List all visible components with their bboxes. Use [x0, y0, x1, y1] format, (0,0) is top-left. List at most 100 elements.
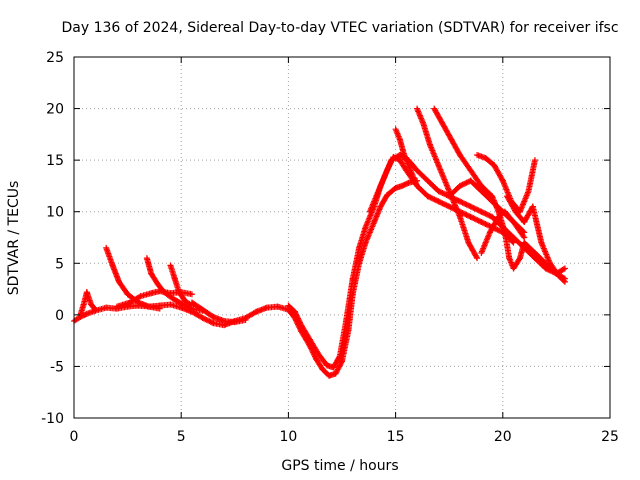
data-point: [438, 199, 445, 206]
data-point: [440, 190, 447, 197]
data-point: [292, 310, 299, 317]
data-point: [482, 220, 489, 227]
data-point: [477, 208, 484, 215]
data-point: [435, 198, 442, 205]
data-point: [471, 215, 478, 222]
data-point: [485, 211, 492, 218]
data-point: [202, 316, 209, 323]
data-point: [462, 180, 469, 187]
data-point: [426, 193, 433, 200]
data-point: [434, 197, 441, 204]
y-tick-label: 20: [46, 102, 64, 118]
data-point: [91, 305, 98, 312]
data-point: [431, 196, 438, 203]
data-point: [188, 291, 195, 298]
data-point: [440, 200, 447, 207]
data-point: [494, 226, 501, 233]
data-point: [467, 203, 474, 210]
x-tick-label: 25: [601, 429, 619, 445]
data-point: [443, 202, 450, 209]
data-point: [462, 211, 469, 218]
data-point: [474, 206, 481, 213]
series-early-bump-1: [77, 289, 99, 318]
data-point: [203, 316, 210, 323]
data-point: [474, 217, 481, 224]
data-point: [531, 157, 538, 164]
data-point: [470, 204, 477, 211]
data-point: [466, 202, 473, 209]
data-point: [458, 182, 465, 189]
data-point: [459, 181, 466, 188]
data-point: [430, 195, 437, 202]
data-point: [447, 204, 454, 211]
series-late-2: [392, 126, 517, 246]
data-point: [338, 359, 345, 366]
data-point: [479, 209, 486, 216]
data-point: [428, 195, 435, 202]
data-point: [561, 265, 568, 272]
data-point: [493, 226, 500, 233]
data-point: [473, 253, 480, 260]
data-point: [510, 239, 517, 246]
y-tick-label: -5: [50, 359, 64, 375]
data-point: [293, 311, 300, 318]
data-point: [542, 265, 549, 272]
data-point: [460, 180, 467, 187]
data-point: [479, 219, 486, 226]
data-point: [468, 204, 475, 211]
data-point: [251, 309, 258, 316]
data-point: [456, 182, 463, 189]
data-point: [311, 352, 318, 359]
data-point: [463, 179, 470, 186]
x-tick-label: 10: [279, 429, 297, 445]
y-tick-label: 25: [46, 50, 64, 66]
series-late-5: [474, 151, 538, 215]
data-point: [482, 210, 489, 217]
data-point: [520, 228, 527, 235]
data-point: [439, 200, 446, 207]
data-point: [82, 311, 89, 318]
data-point: [92, 306, 99, 313]
data-point: [464, 202, 471, 209]
data-point: [473, 216, 479, 223]
data-point: [486, 212, 493, 219]
data-series: [71, 105, 568, 379]
data-point: [438, 189, 445, 196]
data-point: [521, 234, 528, 241]
data-point: [470, 215, 477, 222]
series-late-8: [446, 177, 528, 236]
data-point: [296, 318, 303, 325]
data-point: [478, 219, 485, 226]
data-point: [483, 221, 490, 228]
data-point: [293, 312, 300, 319]
data-point: [136, 294, 143, 301]
y-tick-label: 0: [55, 308, 64, 324]
data-point: [475, 207, 482, 214]
data-point: [294, 314, 301, 321]
data-point: [460, 210, 467, 217]
data-point: [404, 180, 411, 187]
data-point: [460, 200, 467, 207]
data-point: [560, 277, 567, 284]
data-point: [464, 212, 471, 219]
x-tick-label: 20: [494, 429, 512, 445]
y-tick-label: 10: [46, 205, 64, 221]
data-point: [206, 318, 213, 325]
data-point: [199, 314, 206, 321]
data-point: [295, 315, 302, 322]
chart-title: Day 136 of 2024, Sidereal Day-to-day VTE…: [61, 20, 618, 36]
data-point: [466, 213, 473, 220]
data-point: [475, 217, 482, 224]
data-point: [478, 208, 485, 215]
series-mid-dip: [188, 299, 249, 326]
data-point: [179, 301, 186, 308]
data-point: [468, 214, 475, 221]
y-tick-label: 5: [55, 256, 64, 272]
data-point: [463, 211, 470, 218]
data-point: [455, 197, 462, 204]
data-point: [473, 206, 479, 213]
data-point: [432, 197, 439, 204]
x-tick-label: 0: [70, 429, 79, 445]
data-point: [462, 200, 469, 207]
